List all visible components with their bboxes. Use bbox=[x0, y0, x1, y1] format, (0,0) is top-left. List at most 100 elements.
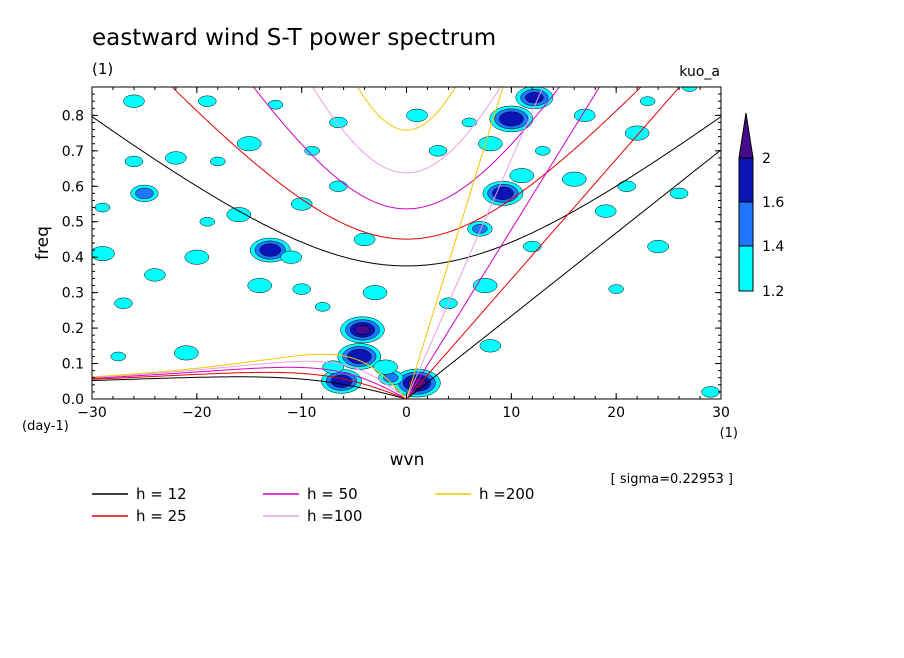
spectral-peak bbox=[92, 246, 115, 262]
spectral-peak bbox=[461, 117, 478, 128]
spectral-peak bbox=[509, 168, 535, 184]
spectral-peak bbox=[259, 243, 281, 257]
y-axis-title: freq bbox=[33, 226, 53, 260]
spectral-peak bbox=[535, 146, 551, 156]
spectral-peak bbox=[329, 180, 348, 192]
legend-label: h = 12 bbox=[136, 485, 187, 503]
spectral-peak bbox=[561, 171, 587, 187]
x-tick-label: −30 bbox=[77, 405, 107, 421]
spectral-peak bbox=[525, 91, 544, 104]
spectral-peak bbox=[681, 87, 698, 92]
x-tick-label: −10 bbox=[287, 405, 317, 421]
spectral-peak bbox=[290, 197, 313, 211]
gravity-wave-curve bbox=[311, 87, 502, 174]
spectral-peak bbox=[124, 155, 144, 168]
spectral-peak bbox=[174, 345, 199, 361]
rossby-wave-curve bbox=[92, 353, 407, 399]
chart-title: eastward wind S-T power spectrum bbox=[92, 25, 496, 51]
dataset-label: kuo_a bbox=[679, 64, 720, 80]
spectral-peak bbox=[647, 239, 669, 254]
kelvin-wave-curve bbox=[406, 87, 601, 399]
spectral-peak bbox=[329, 116, 348, 129]
spectral-peak bbox=[362, 285, 388, 301]
spectral-peak bbox=[184, 249, 210, 265]
spectral-peak bbox=[280, 250, 302, 264]
spectral-peak bbox=[594, 204, 617, 218]
x-tick-label: 0 bbox=[402, 405, 411, 421]
spectral-peak bbox=[617, 180, 636, 192]
rossby-wave-curve bbox=[92, 360, 407, 399]
x-tick-label: −20 bbox=[182, 405, 212, 421]
spectral-peak bbox=[472, 224, 488, 234]
gravity-wave-curve bbox=[356, 87, 457, 131]
y-tick-label: 0.4 bbox=[62, 250, 84, 266]
y-tick-label: 0.3 bbox=[62, 286, 84, 302]
gravity-wave-curve bbox=[92, 116, 721, 267]
legend-label: h =200 bbox=[479, 485, 534, 503]
spectral-peak bbox=[94, 202, 111, 213]
rossby-wave-curve bbox=[92, 376, 407, 399]
spectral-peak bbox=[499, 111, 524, 127]
spectral-peak bbox=[304, 146, 320, 156]
spectral-peak bbox=[347, 349, 372, 364]
gravity-wave-curve bbox=[252, 87, 561, 210]
legend-label: h = 50 bbox=[307, 485, 358, 503]
spectral-peak bbox=[354, 325, 371, 335]
spectral-peak bbox=[669, 187, 689, 200]
axis-ticks: −30 −20 −10 0 10 20 30 0.0 0.1 0.2 0.3 0.4 0.5 0.6 0.7… bbox=[62, 87, 730, 421]
dispersion-curves bbox=[92, 87, 721, 399]
rossby-wave-curve bbox=[92, 366, 407, 399]
spectral-peak bbox=[210, 156, 226, 167]
spectral-peak bbox=[406, 108, 428, 122]
legend-label: h =100 bbox=[307, 507, 362, 525]
legend: h = 12 h = 25 h = 50 h =100 h =200 bbox=[92, 485, 534, 525]
x-axis-unit: (1) bbox=[720, 426, 738, 441]
y-tick-label: 0.6 bbox=[62, 179, 84, 195]
y-tick-label: 0.8 bbox=[62, 108, 84, 124]
spectral-peak bbox=[237, 136, 262, 152]
colorbar-label: 1.4 bbox=[762, 239, 784, 255]
sigma-text: [ sigma=0.22953 ] bbox=[611, 472, 733, 487]
y-tick-label: 0.2 bbox=[62, 321, 84, 337]
kelvin-wave-curve bbox=[406, 87, 681, 399]
spectral-peak bbox=[373, 359, 398, 375]
spectral-peak bbox=[199, 216, 216, 227]
colorbar-segment bbox=[738, 157, 754, 203]
kelvin-wave-curve bbox=[406, 87, 504, 399]
x-tick-label: 30 bbox=[712, 405, 730, 421]
colorbar: 1.2 1.4 1.6 2 bbox=[738, 112, 784, 300]
y-axis-unit: (day-1) bbox=[22, 419, 69, 434]
spectral-peak bbox=[247, 278, 272, 293]
spectral-peak bbox=[639, 96, 656, 106]
x-tick-label: 20 bbox=[607, 405, 625, 421]
colorbar-label: 2 bbox=[762, 151, 771, 167]
spectral-peak bbox=[135, 187, 154, 200]
spectral-peak bbox=[428, 145, 448, 157]
spectral-peak bbox=[353, 232, 376, 247]
spectral-peak bbox=[479, 339, 502, 353]
spectral-peak bbox=[165, 151, 187, 165]
colorbar-extension bbox=[738, 112, 754, 159]
spectral-peak bbox=[292, 283, 311, 295]
colorbar-segment bbox=[738, 245, 754, 292]
colorbar-label: 1.6 bbox=[762, 195, 784, 211]
chart-subtitle: (1) bbox=[92, 60, 113, 78]
y-tick-label: 0.1 bbox=[62, 357, 84, 373]
y-tick-label: 0.0 bbox=[62, 392, 84, 408]
spectral-peak bbox=[226, 207, 252, 223]
spectral-peak bbox=[144, 268, 166, 282]
spectral-peak bbox=[314, 302, 331, 312]
spectral-peak bbox=[478, 136, 503, 152]
spectral-peak bbox=[523, 240, 542, 253]
rossby-wave-curve bbox=[92, 371, 407, 399]
spectral-peak bbox=[198, 95, 217, 107]
gravity-wave-curve bbox=[171, 87, 642, 240]
spectral-peak bbox=[624, 125, 650, 141]
colorbar-segment bbox=[738, 201, 754, 247]
spectral-peak bbox=[123, 94, 145, 108]
spectral-peak bbox=[110, 351, 126, 362]
spectral-peak bbox=[114, 297, 133, 309]
legend-label: h = 25 bbox=[136, 507, 187, 525]
spectral-peak bbox=[701, 386, 720, 398]
